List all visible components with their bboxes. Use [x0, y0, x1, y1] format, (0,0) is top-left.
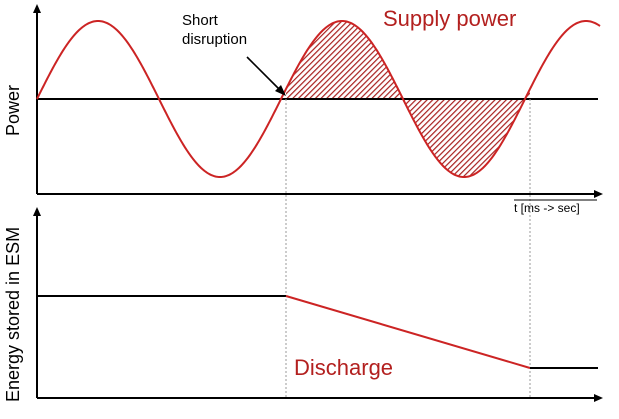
supply-power-curve — [36, 19, 601, 179]
time-axis-top-arrow — [594, 190, 603, 198]
discharge-label: Discharge — [294, 355, 394, 380]
annotation-line-1: Short — [182, 12, 218, 29]
annotation-arrow-line — [246, 56, 280, 90]
annotation-line-2: disruption — [182, 31, 248, 48]
energy-y-axis-arrow — [33, 207, 41, 216]
hatched-area-positive — [286, 21, 408, 110]
energy-discharge-line — [285, 295, 531, 369]
short-disruption-annotation: Short disruption — [182, 11, 247, 49]
annotation-arrow-head — [275, 85, 286, 96]
time-axis-label: t [ms -> sec] — [514, 201, 580, 215]
time-axis-bottom-arrow — [594, 394, 603, 402]
hatched-area-negative — [408, 88, 530, 177]
energy-axis-label: Energy stored in ESM — [3, 226, 23, 402]
power-y-axis-arrow — [33, 4, 41, 13]
power-axis-label: Power — [3, 84, 23, 136]
supply-power-label: Supply power — [383, 6, 517, 31]
